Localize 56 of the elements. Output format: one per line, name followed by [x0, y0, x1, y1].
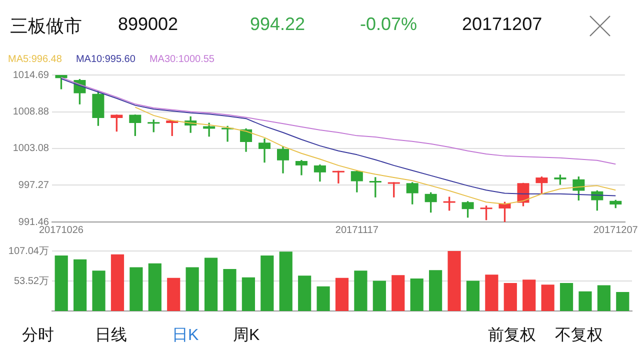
text: MA30:1000.55 — [149, 54, 214, 65]
bar — [354, 270, 368, 311]
bar — [298, 276, 312, 311]
bar — [616, 292, 630, 311]
bar — [504, 282, 517, 311]
x-tick-label: 20171026 — [38, 224, 84, 236]
bar — [522, 280, 536, 311]
candlestick — [554, 174, 566, 185]
bar — [186, 267, 199, 311]
y-tick-label: 1003.08 — [12, 143, 50, 154]
bar — [130, 267, 143, 311]
bar — [279, 252, 292, 311]
bar — [410, 278, 424, 311]
bar — [335, 278, 349, 311]
bar — [110, 254, 124, 311]
text: MA5:996.48 — [8, 54, 62, 65]
y-tick-label: 997.27 — [18, 180, 50, 191]
bar — [466, 280, 480, 311]
bar — [316, 286, 330, 311]
bar — [223, 268, 236, 311]
text: 前复权 — [488, 326, 536, 346]
text: 20171207 — [462, 14, 542, 35]
text: 994.22 — [250, 14, 306, 35]
bar — [92, 270, 106, 311]
bar — [242, 277, 255, 311]
bar — [597, 285, 610, 311]
text: 周K — [233, 326, 260, 346]
text: 日线 — [95, 326, 127, 346]
bar — [74, 259, 87, 311]
bar — [541, 284, 554, 311]
text: -0.07% — [360, 14, 418, 35]
bar — [148, 263, 162, 311]
bar — [260, 256, 274, 311]
bar — [167, 278, 180, 311]
bar — [392, 275, 405, 311]
bar — [448, 251, 461, 311]
text: 三板做市 — [10, 15, 82, 38]
bar — [372, 280, 386, 311]
bar — [204, 258, 218, 311]
candlestick — [406, 182, 418, 204]
text: 不复权 — [555, 326, 603, 346]
text: 分时 — [22, 326, 54, 346]
bar — [578, 291, 592, 311]
text: 899002 — [118, 14, 178, 35]
text: 日K — [172, 326, 199, 346]
y-tick-label: 1014.69 — [12, 70, 50, 81]
y-tick-label: 1008.88 — [12, 106, 50, 118]
y-tick-label: 107.04万 — [8, 246, 49, 257]
bar — [560, 282, 574, 311]
x-tick-label: 20171117 — [335, 224, 379, 236]
y-tick-label: 53.52万 — [14, 276, 49, 287]
series-label: MA10:995.60 — [76, 54, 136, 65]
bar — [54, 256, 68, 311]
x-tick-label: 20171207 — [593, 224, 638, 236]
bar — [485, 274, 498, 311]
bar — [429, 270, 442, 311]
